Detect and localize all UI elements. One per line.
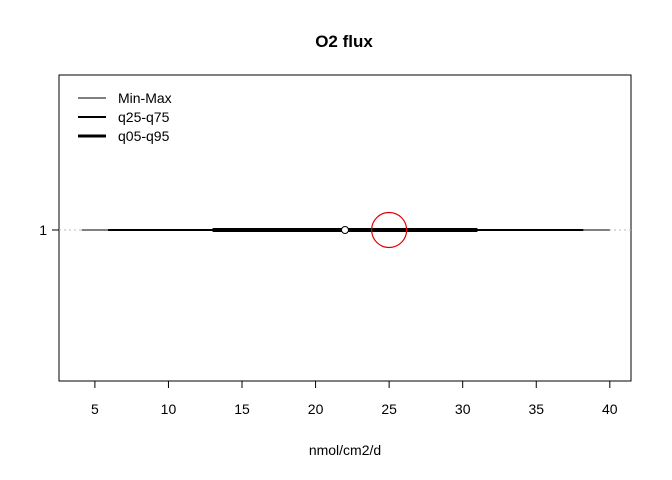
y-axis: 1: [39, 222, 59, 238]
legend-label: Min-Max: [118, 90, 172, 106]
x-axis: 5 10 15 20 25 30 35 40: [91, 380, 618, 417]
chart-title: O2 flux: [315, 32, 373, 51]
x-tick-label: 10: [161, 401, 177, 417]
x-tick-label: 25: [381, 401, 397, 417]
x-tick-label: 35: [528, 401, 544, 417]
data-layer: [59, 211, 631, 249]
x-tick-label: 15: [234, 401, 250, 417]
x-axis-label: nmol/cm2/d: [309, 442, 381, 458]
highlight-circle: [371, 211, 408, 249]
y-tick-label: 1: [39, 222, 47, 238]
x-tick-label: 30: [455, 401, 471, 417]
legend: Min-Max q25-q75 q05-q95: [78, 90, 172, 144]
legend-label: q05-q95: [118, 128, 170, 144]
median-point: [341, 226, 349, 234]
x-tick-label: 5: [91, 401, 99, 417]
x-tick-label: 40: [602, 401, 618, 417]
legend-label: q25-q75: [118, 109, 170, 125]
x-tick-label: 20: [308, 401, 324, 417]
